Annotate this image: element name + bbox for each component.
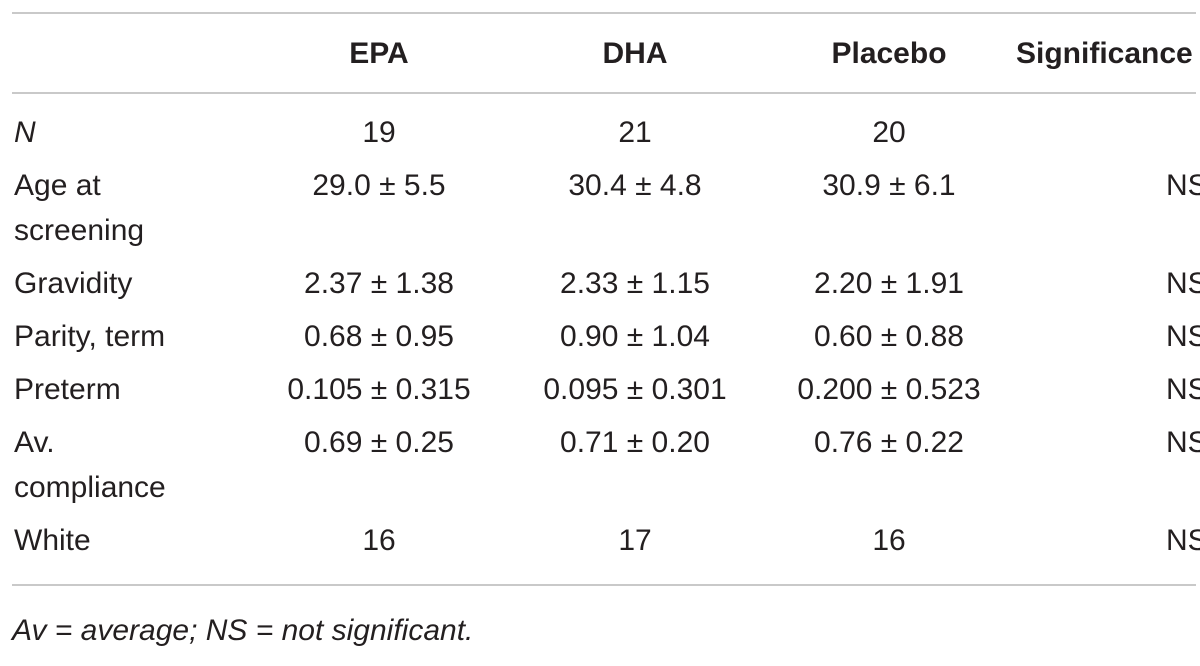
header-cell-dha: DHA bbox=[602, 36, 668, 70]
dha-value-cell: 21 bbox=[618, 116, 652, 149]
epa-value-cell: 0.69 ± 0.25 bbox=[304, 426, 454, 459]
table-row: N 19 21 20 bbox=[12, 92, 1196, 163]
table-row: Age at screening 29.0 ± 5.5 30.4 ± 4.8 30.9 … bbox=[12, 163, 1200, 261]
row-label: N bbox=[12, 92, 250, 163]
table-footnote: Av = average; NS = not significant. bbox=[12, 614, 474, 647]
row-label-line: Age at bbox=[14, 169, 101, 202]
table-row: Parity, term 0.68 ± 0.95 0.90 ± 1.04 0.60 ±… bbox=[12, 314, 1200, 367]
header-cell-significance: Significance bbox=[1016, 36, 1193, 70]
epa-value-cell: 0.68 ± 0.95 bbox=[304, 320, 454, 353]
row-label: Preterm bbox=[12, 367, 250, 420]
row-label: Av. compliance bbox=[12, 420, 250, 518]
table-top-rule bbox=[12, 12, 1196, 14]
row-label: White bbox=[12, 518, 250, 571]
epa-value-cell: 0.105 ± 0.315 bbox=[287, 373, 471, 406]
placebo-value-cell: 0.60 ± 0.88 bbox=[814, 320, 964, 353]
placebo-value-cell: 0.76 ± 0.22 bbox=[814, 426, 964, 459]
placebo-value-cell: 2.20 ± 1.91 bbox=[814, 267, 964, 300]
table-header-rule bbox=[12, 92, 1196, 94]
row-label-line: Av. bbox=[14, 426, 55, 459]
table-body: N 19 21 20 Age at screening 29.0 ± 5.5 30.4 ± 4… bbox=[12, 92, 1200, 571]
table-bottom-rule bbox=[12, 584, 1196, 586]
table-row: Av. compliance 0.69 ± 0.25 0.71 ± 0.20 0.76 … bbox=[12, 420, 1200, 518]
dha-value-cell: 0.095 ± 0.301 bbox=[543, 373, 727, 406]
header-cell-epa: EPA bbox=[349, 36, 409, 70]
table-row: White 16 17 16 NS bbox=[12, 518, 1200, 571]
dha-value-cell: 30.4 ± 4.8 bbox=[568, 169, 702, 202]
dha-value-cell: 2.33 ± 1.15 bbox=[560, 267, 710, 300]
row-label: Age at screening bbox=[12, 163, 250, 261]
header-cell-blank bbox=[12, 14, 250, 92]
table-header-row: EPA DHA Placebo Significance bbox=[12, 14, 1196, 92]
row-label: Gravidity bbox=[12, 261, 250, 314]
row-label-line: White bbox=[14, 524, 91, 557]
table-row: Preterm 0.105 ± 0.315 0.095 ± 0.301 0.200 ±… bbox=[12, 367, 1200, 420]
significance-cell: NS bbox=[1166, 169, 1200, 202]
epa-value-cell: 2.37 ± 1.38 bbox=[304, 267, 454, 300]
significance-cell: NS bbox=[1166, 426, 1200, 459]
header-cell-placebo: Placebo bbox=[831, 36, 947, 70]
dha-value-cell: 0.90 ± 1.04 bbox=[560, 320, 710, 353]
dha-value-cell: 17 bbox=[618, 524, 652, 557]
row-label-line: screening bbox=[14, 214, 145, 247]
significance-cell bbox=[1016, 92, 1196, 163]
dha-value-cell: 0.71 ± 0.20 bbox=[560, 426, 710, 459]
row-label: Parity, term bbox=[12, 314, 250, 367]
characteristics-table: EPA DHA Placebo Significance N 19 21 20 Age … bbox=[12, 14, 1200, 571]
row-label-line: Gravidity bbox=[14, 267, 133, 300]
significance-cell: NS bbox=[1166, 524, 1200, 557]
significance-cell: NS bbox=[1166, 267, 1200, 300]
significance-cell: NS bbox=[1166, 320, 1200, 353]
table-row: Gravidity 2.37 ± 1.38 2.33 ± 1.15 2.20 ± 1.… bbox=[12, 261, 1200, 314]
epa-value-cell: 19 bbox=[362, 116, 396, 149]
row-label-line: Parity, term bbox=[14, 320, 166, 353]
row-label-line: N bbox=[14, 116, 36, 149]
placebo-value-cell: 20 bbox=[872, 116, 906, 149]
placebo-value-cell: 16 bbox=[872, 524, 906, 557]
significance-cell: NS bbox=[1166, 373, 1200, 406]
row-label-line: compliance bbox=[14, 471, 166, 504]
placebo-value-cell: 0.200 ± 0.523 bbox=[797, 373, 981, 406]
epa-value-cell: 16 bbox=[362, 524, 396, 557]
placebo-value-cell: 30.9 ± 6.1 bbox=[822, 169, 956, 202]
epa-value-cell: 29.0 ± 5.5 bbox=[312, 169, 446, 202]
row-label-line: Preterm bbox=[14, 373, 121, 406]
